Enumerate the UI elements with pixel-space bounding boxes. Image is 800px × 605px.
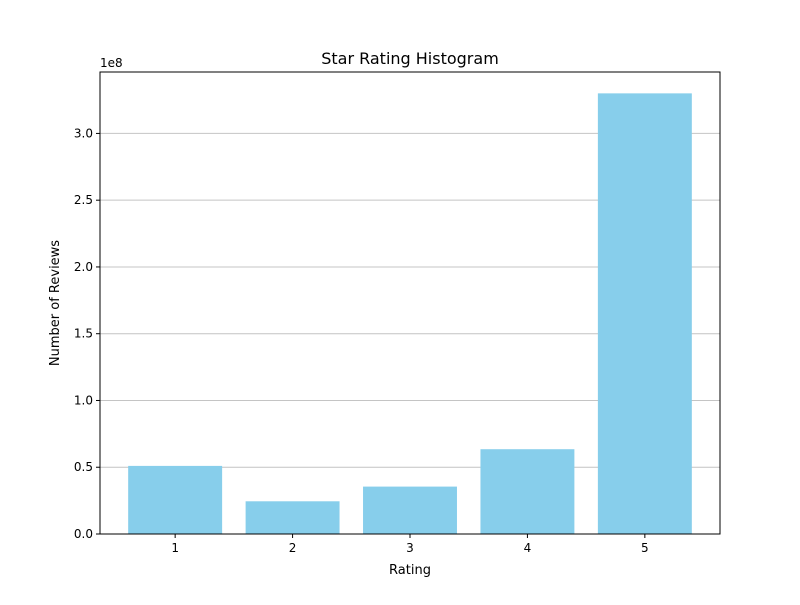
y-tick-label: 0.0 [74, 527, 93, 541]
x-tick-label: 3 [406, 541, 414, 555]
bar-rating-3 [363, 486, 457, 534]
x-tick-label: 2 [289, 541, 297, 555]
bars-layer [128, 93, 692, 534]
x-tick-label: 5 [641, 541, 649, 555]
y-tick-label: 2.0 [74, 260, 93, 274]
bar-rating-1 [128, 465, 223, 534]
y-tick-label: 1.0 [74, 393, 93, 407]
bar-rating-5 [597, 93, 692, 534]
x-tick-label: 1 [171, 541, 179, 555]
y-axis-offset-label: 1e8 [100, 56, 123, 70]
y-tick-label: 0.5 [74, 460, 93, 474]
ticks-layer: 0.0 0.5 1.0 1.5 2.0 2.5 3.0 1 2 3 4 5 [74, 126, 649, 555]
y-tick-label: 2.5 [74, 193, 93, 207]
bar-rating-4 [480, 449, 575, 534]
x-tick-label: 4 [524, 541, 532, 555]
x-axis-label: Rating [389, 563, 431, 578]
bar-rating-2 [245, 501, 340, 534]
y-axis-label: Number of Reviews [48, 240, 63, 366]
chart-title: Star Rating Histogram [321, 49, 499, 68]
y-tick-label: 1.5 [74, 327, 93, 341]
y-tick-label: 3.0 [74, 126, 93, 140]
